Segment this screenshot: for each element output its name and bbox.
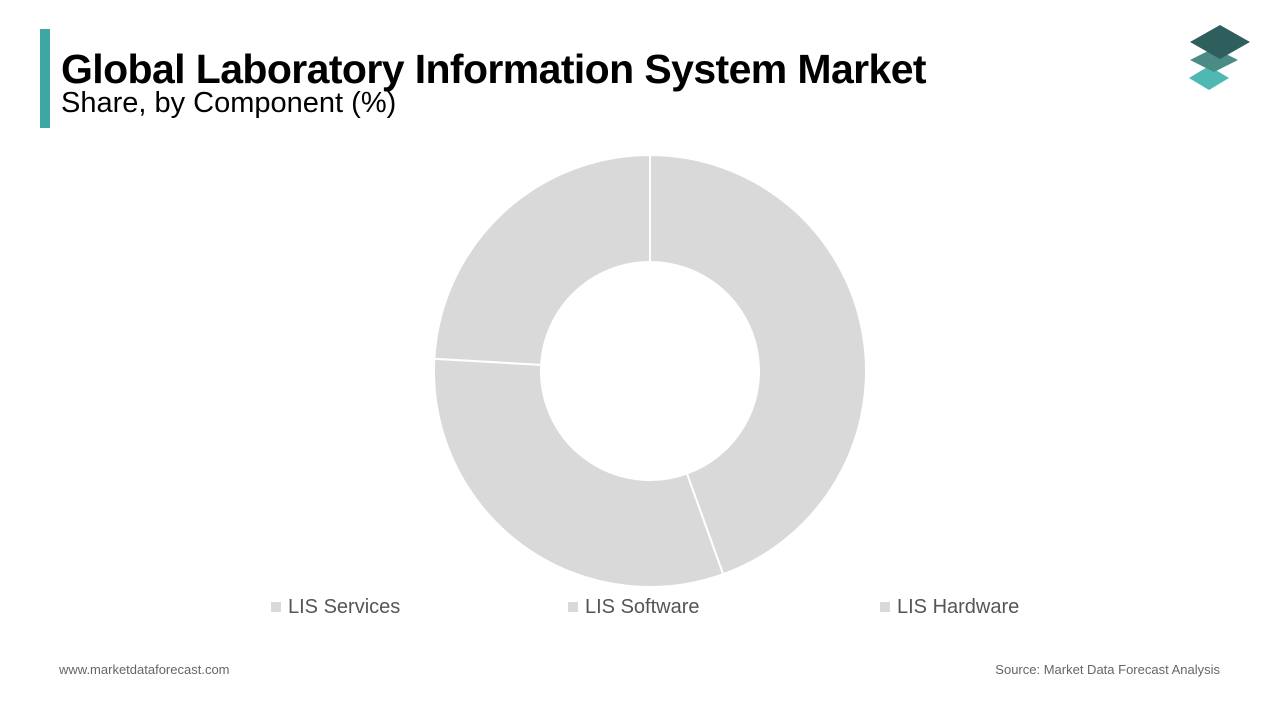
legend-label-lis-hardware: LIS Hardware (897, 595, 1020, 618)
website-url: www.marketdataforecast.com (59, 662, 230, 677)
source-note: Source: Market Data Forecast Analysis (995, 662, 1220, 677)
slice-lis-hardware (433, 153, 651, 366)
title-accent-bar (40, 29, 50, 128)
chart-title: Global Laboratory Information System Mar… (61, 46, 927, 92)
legend-swatch-lis-software (568, 602, 578, 612)
legend-item-lis-hardware: LIS Hardware (880, 594, 1019, 620)
stacked-layers-icon (1189, 25, 1250, 90)
legend-swatch-lis-services (271, 602, 281, 612)
legend-label-lis-software: LIS Software (585, 595, 700, 618)
legend-swatch-lis-hardware (880, 602, 890, 612)
slice-lis-services (649, 153, 867, 576)
chart-subtitle: Share, by Component (%) (61, 87, 397, 119)
logo-layer-top (1190, 25, 1250, 59)
legend-item-lis-software: LIS Software (568, 594, 700, 620)
legend-item-lis-services: LIS Services (271, 594, 400, 620)
donut-slices (433, 153, 867, 588)
legend-label-lis-services: LIS Services (288, 595, 401, 618)
slice-lis-software (433, 357, 725, 588)
logo-layer-bottom (1189, 66, 1229, 90)
